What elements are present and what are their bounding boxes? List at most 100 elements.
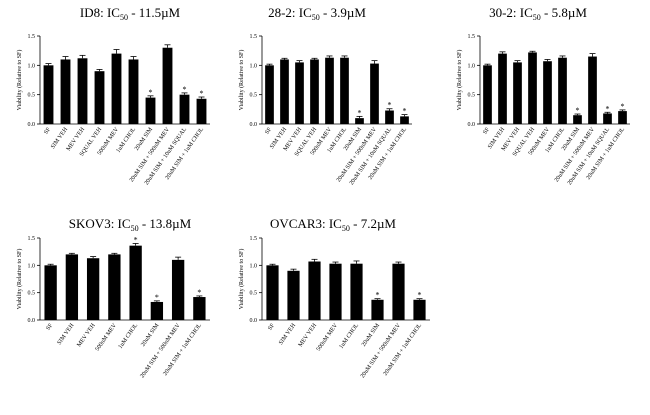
bar: [603, 113, 612, 124]
significance-marker: *: [134, 235, 138, 244]
y-axis-label: Viability (Relative to SF): [16, 249, 23, 310]
y-tick-label: 1.5: [468, 34, 476, 40]
y-tick-label: 1.0: [28, 263, 36, 269]
significance-marker: *: [388, 101, 392, 110]
bar: [193, 297, 206, 320]
bar: [162, 47, 173, 124]
chart-title-subscript: 50: [533, 13, 541, 22]
x-tick-label: SF: [482, 126, 491, 135]
x-tick-label: 20uM SIM + 1uM CHOL: [383, 322, 424, 377]
y-tick-label: 0.5: [250, 93, 258, 99]
bar: [392, 263, 405, 320]
bar: [325, 57, 334, 124]
chart-title-prefix: SKOV3: IC: [69, 216, 131, 231]
x-tick-label: SF: [46, 322, 55, 331]
x-tick-label: 1uM CHOL: [338, 322, 360, 350]
chart-title-suffix: - 13.8µM: [139, 216, 192, 231]
bar: [280, 59, 289, 124]
chart-title-subscript: 50: [342, 224, 350, 233]
bar: [108, 254, 121, 320]
significance-marker: *: [418, 291, 422, 300]
significance-marker: *: [197, 288, 201, 297]
bar: [44, 265, 57, 320]
x-tick-label: SF: [43, 126, 52, 135]
y-axis-label: Viability (Relative to SF): [456, 50, 463, 111]
chart-title: 28-2: IC50 - 3.9µM: [268, 5, 366, 22]
y-tick-label: 0.0: [28, 318, 36, 324]
bar: [558, 57, 567, 124]
chart-title: 30-2: IC50 - 5.8µM: [489, 5, 587, 22]
x-tick-label: 1uM CHOL: [118, 322, 140, 350]
y-tick-label: 0.5: [28, 291, 36, 297]
y-tick-label: 1.5: [28, 236, 36, 242]
chart-title: ID8: IC50 - 11.5µM: [80, 5, 181, 22]
y-tick-label: 1.5: [28, 34, 36, 40]
chart-title: SKOV3: IC50 - 13.8µM: [69, 216, 192, 233]
x-tick-label: 20uM SIM + 500nM MEV: [140, 322, 183, 379]
bar: [145, 97, 156, 124]
bar: [543, 61, 552, 124]
y-axis-label: Viability (Relative to SF): [238, 249, 245, 310]
chart-title-prefix: 30-2: IC: [489, 5, 533, 20]
chart-panel-3: 30-2: IC50 - 5.8µM 0.0 0.5 1.0 1.5 Viability …: [456, 5, 630, 186]
chart-panel-5: OVCAR3: IC50 - 7.2µM 0.0 0.5 1.0 1.5 Viabilit…: [238, 216, 430, 379]
y-tick-label: 1.0: [468, 63, 476, 69]
significance-marker: *: [358, 108, 362, 117]
bar: [573, 115, 582, 124]
y-axis-label: Viability (Relative to SF): [238, 50, 245, 111]
bar: [86, 258, 100, 320]
y-tick-label: 0.5: [28, 93, 36, 99]
significance-marker: *: [403, 107, 407, 116]
bar: [111, 53, 122, 124]
bar: [528, 52, 537, 124]
y-tick-label: 0.0: [250, 122, 258, 128]
y-tick-label: 0.0: [28, 122, 36, 128]
y-tick-label: 0.0: [468, 122, 476, 128]
y-tick-label: 1.0: [250, 263, 258, 269]
significance-marker: *: [621, 102, 625, 111]
x-tick-label: SIM VEH: [278, 322, 297, 346]
significance-marker: *: [155, 293, 159, 302]
x-tick-label: 20uM SIM: [140, 322, 160, 348]
bar: [94, 71, 105, 124]
bar: [65, 254, 79, 320]
chart-title-suffix: - 3.9µM: [320, 5, 367, 20]
x-tick-label: MEV VEH: [298, 322, 319, 348]
y-tick-label: 0.5: [468, 93, 476, 99]
bar: [287, 270, 300, 320]
bar: [77, 58, 88, 124]
bar: [128, 59, 139, 124]
chart-title: OVCAR3: IC50 - 7.2µM: [270, 216, 396, 233]
bar: [196, 98, 207, 124]
bar: [266, 265, 279, 320]
x-tick-label: 500nM MEV: [95, 322, 119, 352]
x-tick-label: 20uM SIM: [361, 322, 381, 348]
y-tick-label: 1.0: [28, 63, 36, 69]
bar: [588, 56, 597, 124]
chart-panel-1: ID8: IC50 - 11.5µM 0.0 0.5 1.0 1.5 Viability …: [16, 5, 210, 186]
chart-title-subscript: 50: [120, 13, 128, 22]
bar: [340, 57, 349, 124]
chart-title-prefix: OVCAR3: IC: [270, 216, 342, 231]
x-tick-label: MEV VEH: [76, 322, 97, 348]
y-tick-label: 1.5: [250, 236, 258, 242]
chart-panel-2: 28-2: IC50 - 3.9µM 0.0 0.5 1.0 1.5 Viability …: [238, 5, 412, 186]
bar: [179, 94, 190, 124]
bar: [371, 299, 384, 320]
chart-title-suffix: - 5.8µM: [541, 5, 588, 20]
x-tick-label: SF: [264, 126, 273, 135]
bar: [498, 53, 507, 124]
chart-title-subscript: 50: [131, 224, 139, 233]
bar: [265, 65, 274, 124]
bar: [400, 116, 409, 124]
significance-marker: *: [376, 291, 380, 300]
x-tick-label: SIM VEH: [57, 322, 76, 346]
bar: [329, 263, 342, 320]
bar: [355, 118, 364, 124]
x-tick-label: SF: [267, 322, 276, 331]
chart-title-prefix: ID8: IC: [80, 5, 120, 20]
x-tick-label: 500nM MEV: [316, 322, 340, 352]
bar: [171, 259, 185, 320]
y-tick-label: 0.0: [250, 318, 258, 324]
